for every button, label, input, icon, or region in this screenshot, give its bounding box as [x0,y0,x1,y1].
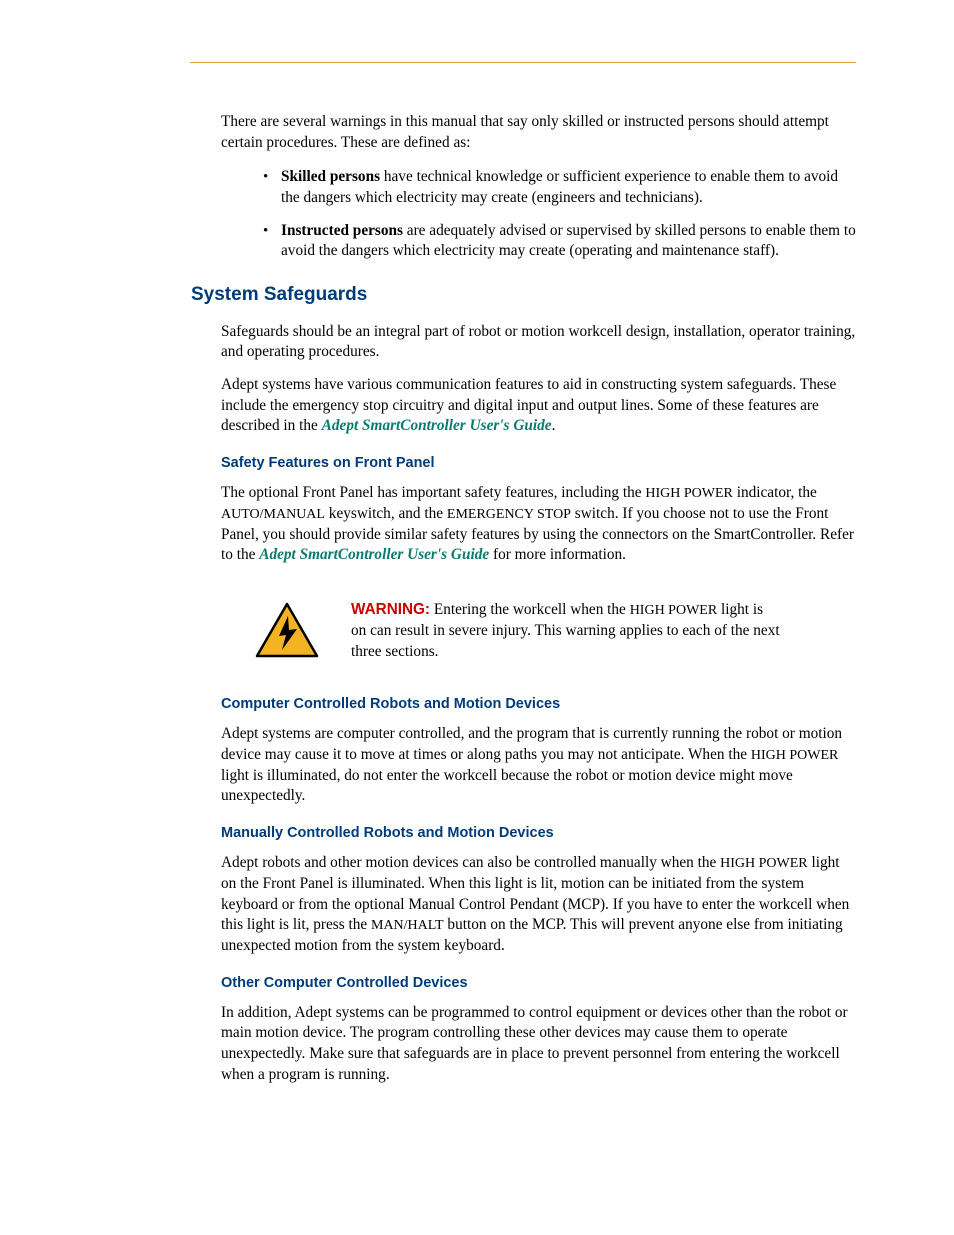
text: Adept systems are computer controlled, a… [221,725,842,763]
warning-text: WARNING: Entering the workcell when the … [351,600,781,662]
manually-controlled-paragraph: Adept robots and other motion devices ca… [221,853,857,957]
page-content: There are several warnings in this manua… [221,112,857,1097]
front-panel-paragraph: The optional Front Panel has important s… [221,483,857,566]
guide-link[interactable]: Adept SmartController User's Guide [259,546,489,563]
safeguards-paragraph-2: Adept systems have various communication… [221,375,857,437]
bullet-text: Instructed persons are adequately advise… [281,221,857,262]
text: keyswitch, and the [325,505,447,522]
list-item: • Instructed persons are adequately advi… [263,221,857,262]
caps-text: EMERGENCY STOP [447,507,571,522]
text: Adept robots and other motion devices ca… [221,854,720,871]
caps-text: MAN/HALT [371,918,444,933]
caps-text: HIGH POWER [630,603,718,618]
header-rule [190,62,856,63]
bullet-text: Skilled persons have technical knowledge… [281,167,857,208]
text: for more information. [489,546,626,563]
term: Skilled persons [281,168,380,185]
warning-callout: WARNING: Entering the workcell when the … [255,600,857,662]
heading-manually-controlled: Manually Controlled Robots and Motion De… [221,825,857,841]
heading-system-safeguards: System Safeguards [191,284,857,306]
text: . [552,417,556,434]
guide-link[interactable]: Adept SmartController User's Guide [322,417,552,434]
computer-controlled-paragraph: Adept systems are computer controlled, a… [221,724,857,807]
other-devices-paragraph: In addition, Adept systems can be progra… [221,1003,857,1086]
text: light is illuminated, do not enter the w… [221,767,793,805]
list-item: • Skilled persons have technical knowled… [263,167,857,208]
heading-safety-front-panel: Safety Features on Front Panel [221,455,857,471]
text: indicator, the [733,484,817,501]
text: Entering the workcell when the [430,601,630,618]
caps-text: HIGH POWER [751,748,839,763]
bullet-dot: • [263,167,281,208]
caps-text: HIGH POWER [645,486,733,501]
text: The optional Front Panel has important s… [221,484,645,501]
heading-computer-controlled: Computer Controlled Robots and Motion De… [221,696,857,712]
caps-text: HIGH POWER [720,856,808,871]
intro-paragraph: There are several warnings in this manua… [221,112,857,153]
definitions-list: • Skilled persons have technical knowled… [263,167,857,262]
safeguards-paragraph-1: Safeguards should be an integral part of… [221,322,857,363]
heading-other-devices: Other Computer Controlled Devices [221,975,857,991]
caps-text: AUTO/MANUAL [221,507,325,522]
bullet-dot: • [263,221,281,262]
term: Instructed persons [281,222,403,239]
warning-label: WARNING: [351,601,430,618]
warning-electric-icon [255,602,319,658]
